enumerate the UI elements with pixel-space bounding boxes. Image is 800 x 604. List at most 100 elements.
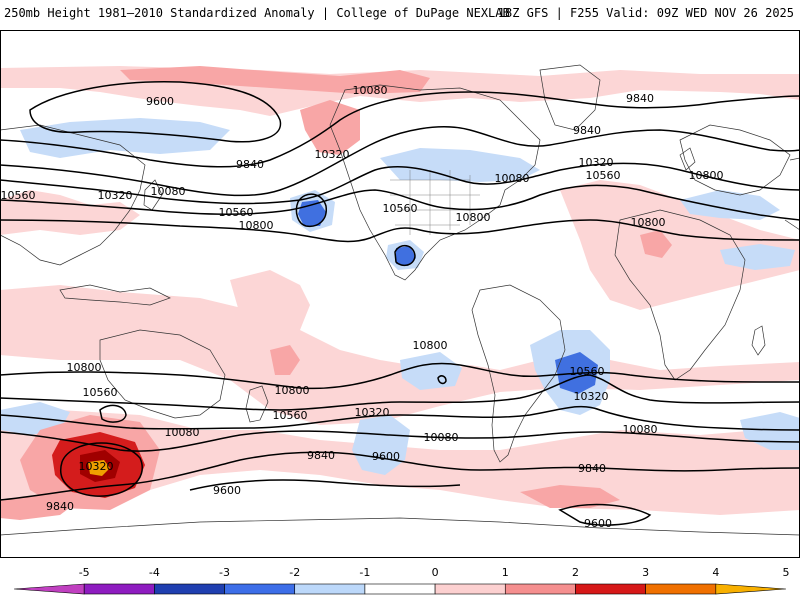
- contour-9600: [29, 81, 282, 143]
- contour-label: 10800: [456, 211, 491, 224]
- contour-9840: [0, 91, 800, 168]
- state-boundaries: [390, 170, 480, 235]
- colorbar-swatch: [575, 583, 646, 595]
- contour-label: 10560: [586, 169, 621, 182]
- contour-low-pacific: [295, 193, 327, 228]
- contour-label: 10080: [353, 84, 388, 97]
- north-america-outline: [329, 84, 541, 281]
- colorbar-swatch: [364, 583, 436, 595]
- positive-anomaly-area: [520, 485, 620, 508]
- contour-high-southwest: [60, 442, 143, 497]
- colorbar-tick-label: 5: [783, 566, 790, 579]
- contour-label: 9600: [584, 517, 612, 530]
- colorbar-swatch: [715, 583, 787, 595]
- contour-label: 10320: [79, 460, 114, 473]
- colorbar-tick-label: 0: [432, 566, 439, 579]
- contour-label: 10560: [1, 189, 36, 202]
- contour-10320: [0, 162, 800, 205]
- contour-label: 9840: [46, 500, 74, 513]
- contour-10080-south: [0, 430, 800, 452]
- colorbar-tick-label: 1: [502, 566, 509, 579]
- contour-9600-south: [189, 479, 652, 526]
- colorbar-swatch: [504, 583, 576, 595]
- strong-negative-anomaly: [396, 246, 416, 266]
- contour-label: 10320: [574, 390, 609, 403]
- contour-label: 9840: [578, 462, 606, 475]
- contour-10800-south: [0, 362, 800, 390]
- contour-label: 10080: [495, 172, 530, 185]
- south-america-outline: [471, 284, 566, 463]
- coastlines: [0, 64, 800, 536]
- greenland-outline: [539, 64, 601, 131]
- contour-label: 9840: [626, 92, 654, 105]
- contour-label: 9600: [213, 484, 241, 497]
- contour-10560: [0, 184, 800, 221]
- anomaly-map: 9600 10080 9840 9840 9840 10320 10080 10…: [0, 30, 800, 558]
- positive-anomaly-area: [0, 285, 800, 425]
- contour-label: 10800: [67, 361, 102, 374]
- model-valid-time: 18Z GFS | F255 Valid: 09Z WED NOV 26 202…: [497, 6, 794, 20]
- colorbar-tick-label: -5: [79, 566, 90, 579]
- positive-anomaly-area: [120, 66, 430, 94]
- contour-label: 10320: [98, 189, 133, 202]
- contour-9840-south: [0, 451, 800, 501]
- colorbar-swatch: [434, 583, 506, 595]
- colorbar-tick-label: -3: [219, 566, 230, 579]
- contour-label: 9840: [307, 449, 335, 462]
- extreme-positive-anomaly: [88, 460, 110, 476]
- negative-anomaly-area: [20, 118, 230, 158]
- africa-outline: [614, 209, 746, 381]
- height-contours: [0, 81, 800, 526]
- positive-anomaly-area: [560, 180, 800, 310]
- colorbar-swatches: [13, 583, 787, 595]
- colorbar-tick-label: -4: [149, 566, 160, 579]
- colorbar-swatch: [83, 583, 155, 595]
- contour-label: 10080: [151, 185, 186, 198]
- map-canvas: 9600 10080 9840 9840 9840 10320 10080 10…: [0, 30, 800, 558]
- contour-label: 10560: [273, 409, 308, 422]
- contour-label: 9600: [146, 95, 174, 108]
- contour-label: 10080: [424, 431, 459, 444]
- positive-anomaly-area: [230, 270, 310, 330]
- colorbar-swatch: [13, 583, 85, 595]
- contour-10800: [0, 219, 800, 243]
- contour-small-loop: [99, 404, 127, 423]
- contour-label: 10800: [239, 219, 274, 232]
- header: 250mb Height 1981–2010 Standardized Anom…: [0, 0, 800, 30]
- contour-label: 10560: [83, 386, 118, 399]
- positive-anomaly-area: [640, 230, 672, 258]
- contour-label: 9840: [236, 158, 264, 171]
- asia-outline: [784, 157, 800, 231]
- colorbar-swatch: [294, 583, 366, 595]
- contour-label: 10560: [383, 202, 418, 215]
- anomaly-shading: [0, 66, 800, 520]
- contour-label: 10320: [579, 156, 614, 169]
- colorbar-tick-label: -2: [289, 566, 300, 579]
- colorbar-swatch: [154, 583, 225, 595]
- contour-label: 10800: [275, 384, 310, 397]
- contour-label: 10320: [315, 148, 350, 161]
- positive-anomaly-area: [0, 495, 80, 520]
- colorbar-canvas: -5 -4 -3 -2 -1 0 1 2 3 4 5: [13, 566, 790, 595]
- madagascar-outline: [751, 325, 766, 356]
- colorbar: -5 -4 -3 -2 -1 0 1 2 3 4 5: [0, 560, 800, 600]
- contour-10080: [0, 126, 800, 197]
- colorbar-tick-labels: -5 -4 -3 -2 -1 0 1 2 3 4 5: [79, 566, 790, 579]
- australia-outline: [99, 329, 226, 419]
- new-zealand-outline: [245, 385, 269, 423]
- contour-label: 10800: [631, 216, 666, 229]
- contour-label: 10800: [413, 339, 448, 352]
- map-title: 250mb Height 1981–2010 Standardized Anom…: [4, 6, 510, 20]
- negative-anomaly-area: [720, 244, 795, 270]
- contour-label: 9840: [573, 124, 601, 137]
- contour-label: 10560: [219, 206, 254, 219]
- contour-low-california: [394, 244, 416, 267]
- contour-small-loop: [437, 375, 447, 385]
- antarctica-outline: [0, 517, 800, 536]
- contour-10560-south: [0, 374, 800, 411]
- colorbar-tick-label: 2: [572, 566, 579, 579]
- negative-anomaly-area: [680, 190, 780, 220]
- contour-label: 10320: [355, 406, 390, 419]
- colorbar-swatch: [224, 583, 296, 595]
- contour-labels: 9600 10080 9840 9840 9840 10320 10080 10…: [1, 84, 724, 530]
